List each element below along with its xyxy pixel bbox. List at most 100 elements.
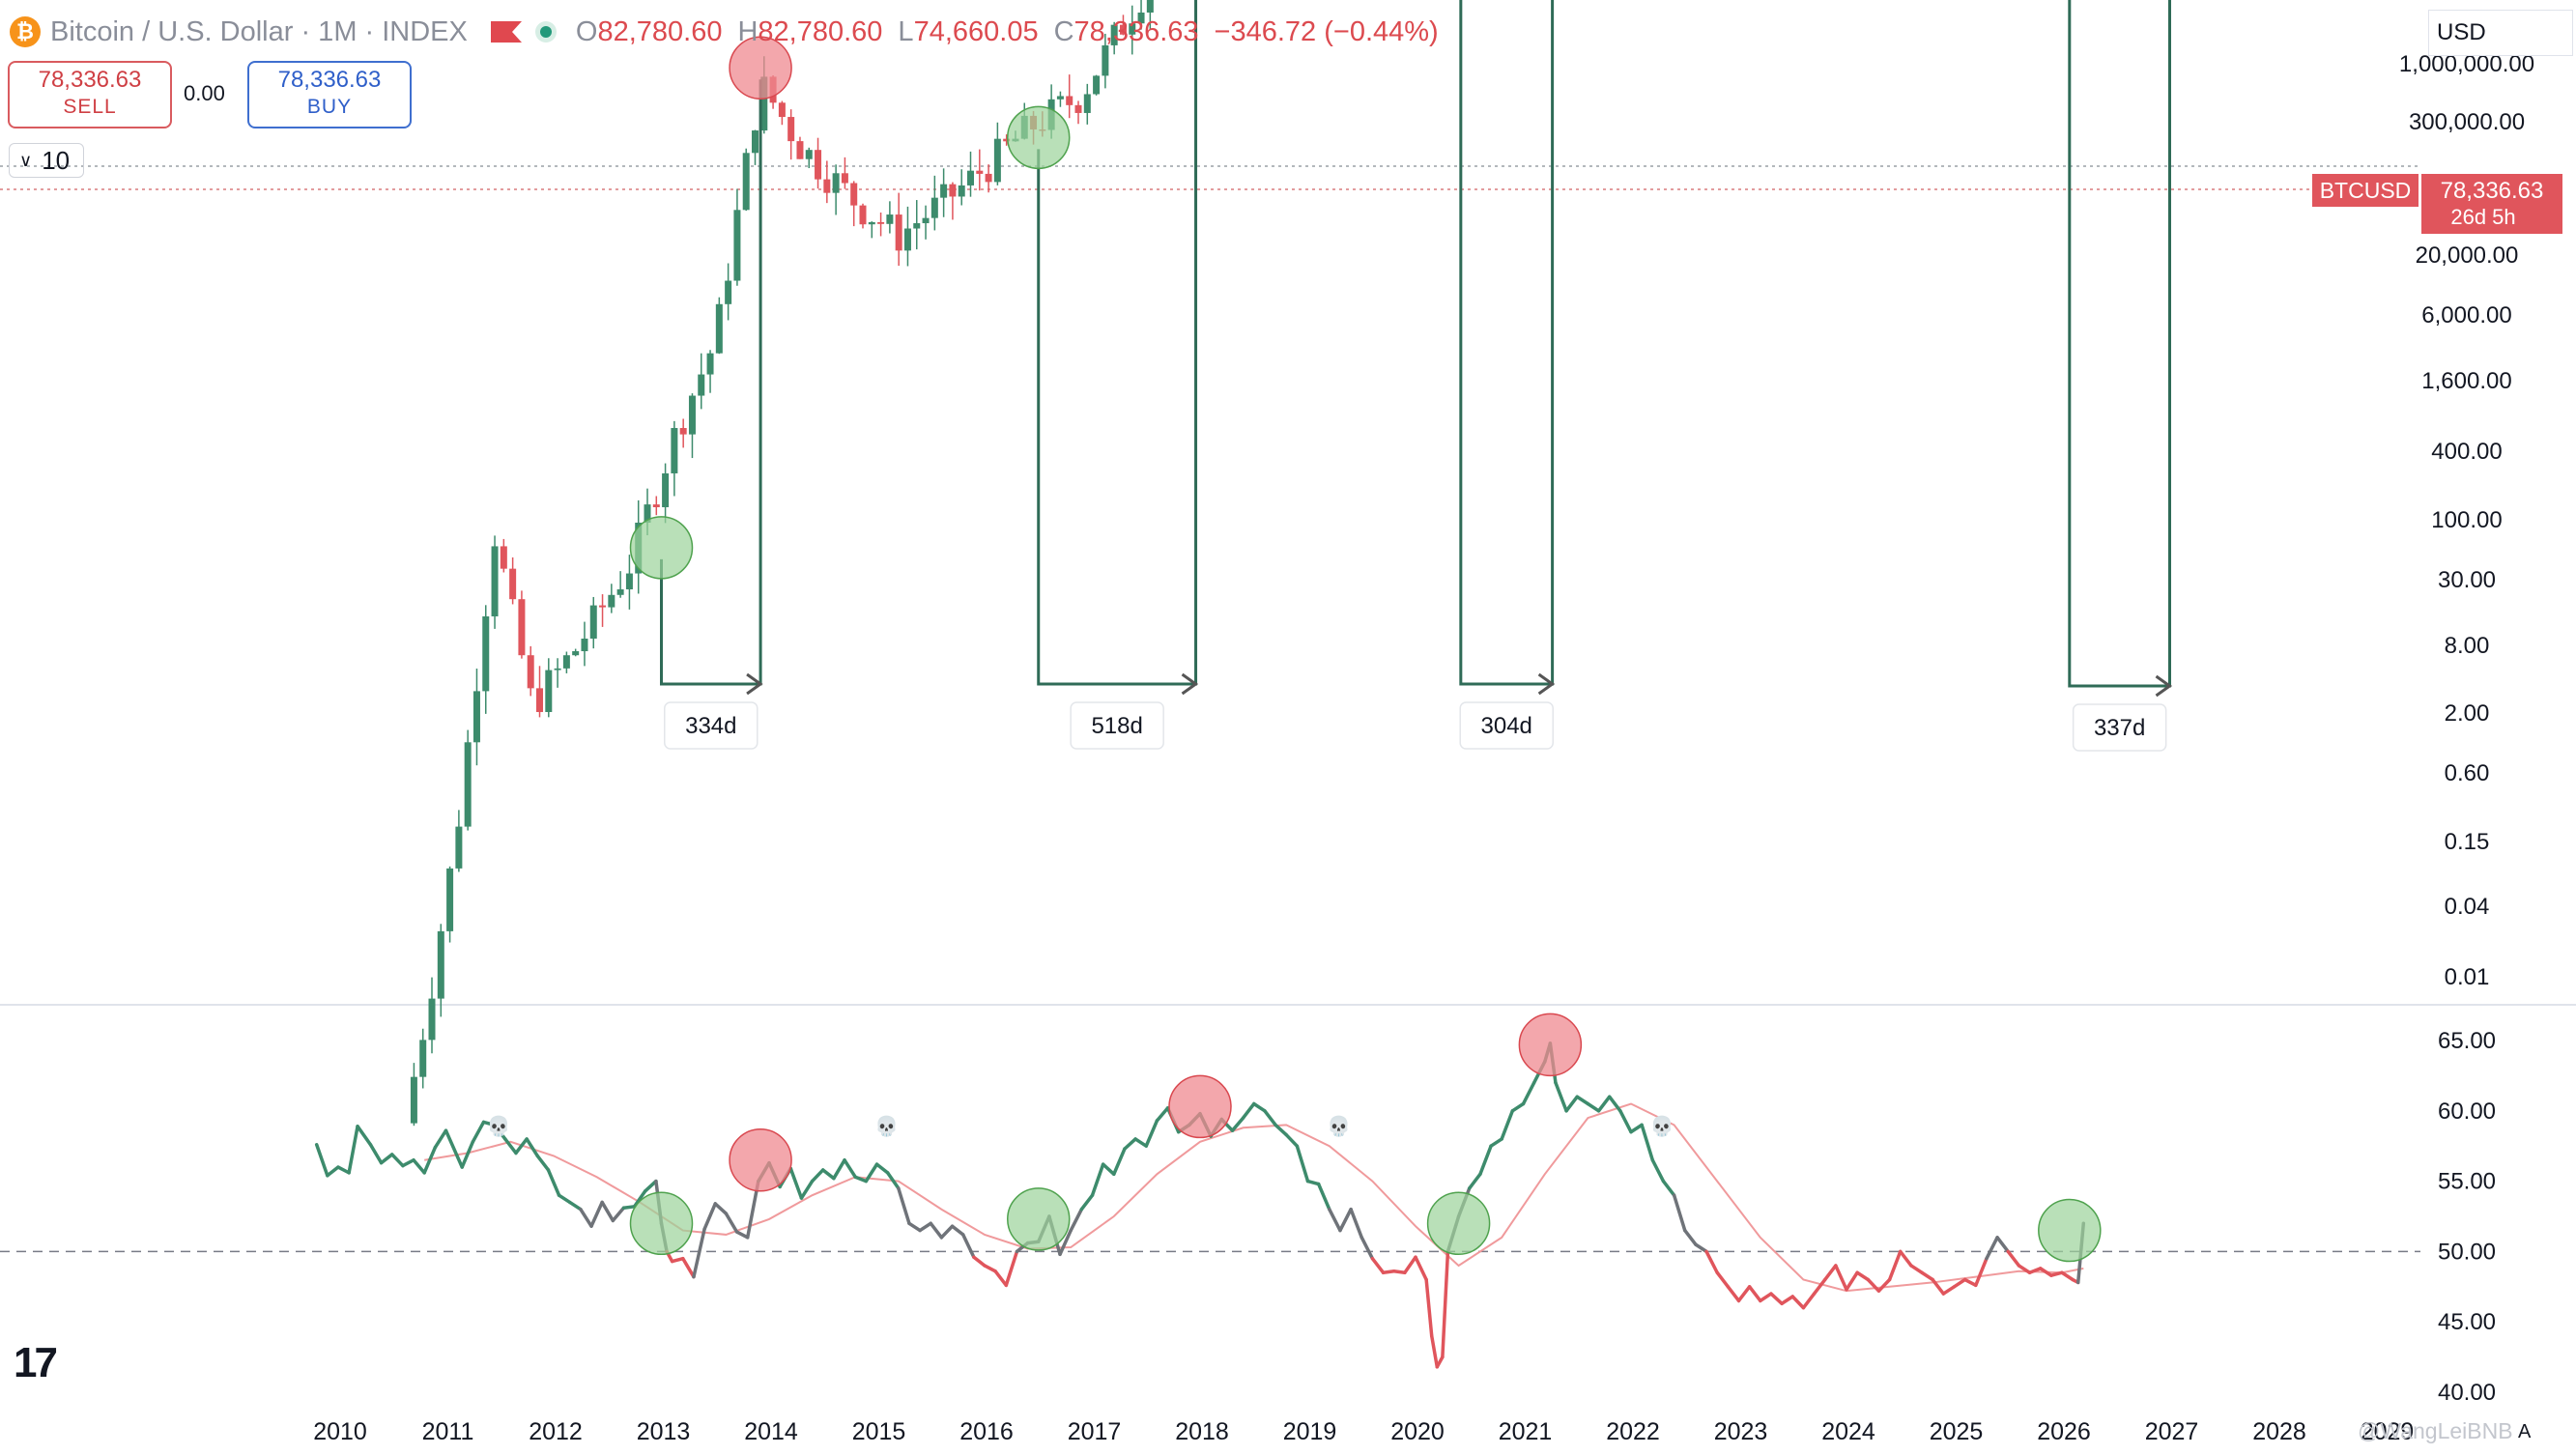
candle-body — [472, 691, 480, 743]
time-tick-label: 2029 — [2361, 1418, 2415, 1445]
symbol-tag — [2312, 174, 2419, 207]
rsi-line-segment — [1650, 1158, 1666, 1184]
flag-icon[interactable] — [490, 21, 522, 43]
candle-body — [815, 150, 822, 180]
indicators-toggle[interactable]: ∨ 10 — [9, 143, 84, 178]
measure-bracket — [1037, 0, 1198, 686]
rsi-line-segment — [983, 1264, 997, 1273]
rsi-axis: 65.00 60.00 55.00 50.00 45.00 40.00 — [2438, 1028, 2496, 1406]
candle-body — [850, 183, 858, 206]
candle-body — [464, 742, 472, 827]
time-tick-label: 2020 — [1390, 1418, 1445, 1445]
rsi-line-segment — [843, 1158, 857, 1179]
buy-button[interactable]: 78,336.63 BUY — [247, 61, 412, 128]
rsi-line-segment — [1241, 1101, 1256, 1120]
price-tick-label: 400.00 — [2431, 439, 2502, 465]
symbol-title[interactable]: Bitcoin / U.S. Dollar · 1M · INDEX — [50, 15, 468, 47]
candle-body — [805, 150, 813, 159]
bitcoin-icon: ₿ — [10, 16, 41, 47]
rsi-line-segment — [379, 1153, 394, 1165]
rsi-line-segment — [1672, 1193, 1687, 1233]
rsi-low-marker — [2038, 1198, 2102, 1263]
time-tick-label: 2022 — [1606, 1418, 1660, 1445]
rsi-line-segment — [1974, 1256, 1989, 1288]
rsi-line-segment — [2017, 1264, 2032, 1274]
rsi-line-segment — [1640, 1123, 1655, 1162]
sell-button[interactable]: 78,336.63 SELL — [8, 61, 172, 128]
rsi-line-segment — [1521, 1080, 1536, 1106]
rsi-line-segment — [1607, 1095, 1622, 1113]
rsi-tick-label: 45.00 — [2438, 1309, 2496, 1335]
measure-label-box — [1459, 701, 1554, 750]
rsi-line-segment — [702, 1202, 717, 1231]
rsi-line-segment — [1133, 1137, 1148, 1148]
market-status-icon[interactable] — [534, 21, 557, 43]
rsi-line-segment — [1004, 1249, 1019, 1288]
rsi-tick-label: 50.00 — [2438, 1239, 2496, 1265]
candle-body — [725, 280, 732, 304]
bar-countdown: 26d 5h — [2450, 205, 2515, 229]
candle-body — [1119, 24, 1127, 35]
rsi-line-segment — [724, 1212, 739, 1234]
rsi-line-segment — [1759, 1292, 1773, 1303]
candle-body — [742, 153, 750, 211]
price-tick-label: 0.15 — [2445, 829, 2490, 855]
rsi-line-segment — [1704, 1249, 1719, 1274]
candle-body — [455, 826, 463, 869]
price-tick-label: 20,000.00 — [2416, 242, 2519, 269]
candle-body — [572, 651, 580, 656]
candle-body — [1137, 12, 1145, 24]
last-price-value: 78,336.63 — [2441, 178, 2544, 204]
rsi-line-segment — [1370, 1256, 1386, 1274]
measure-label: 334d — [685, 713, 736, 739]
price-tick-label: 0.04 — [2445, 894, 2490, 920]
rsi-line-segment — [972, 1255, 987, 1268]
candle-body — [545, 670, 553, 712]
rsi-line-segment — [1834, 1264, 1848, 1292]
rsi-line-segment — [567, 1200, 583, 1212]
rsi-line-segment — [1747, 1285, 1762, 1303]
rsi-line-segment — [1822, 1264, 1838, 1282]
candle-body — [1074, 104, 1082, 113]
candle-body — [1129, 23, 1136, 35]
rsi-line-segment — [471, 1120, 486, 1144]
rsi-line-segment — [864, 1162, 879, 1184]
candle-body — [1083, 94, 1091, 113]
rsi-line-segment — [1801, 1292, 1817, 1310]
rsi-line-segment — [1230, 1116, 1245, 1132]
rsi-line-segment — [1790, 1295, 1806, 1310]
rsi-line-segment — [621, 1205, 637, 1211]
rsi-line-segment — [600, 1200, 615, 1223]
currency-select[interactable]: USD — [2428, 10, 2573, 56]
measure-label: 304d — [1481, 713, 1532, 739]
rsi-line-segment — [1866, 1277, 1881, 1293]
time-tick-label: 2011 — [422, 1418, 474, 1445]
last-price-tag — [2421, 174, 2562, 234]
rsi-line-segment — [1112, 1147, 1127, 1177]
candle-body — [652, 504, 660, 507]
candle-body — [679, 428, 687, 435]
measure-label: 518d — [1091, 713, 1142, 739]
rsi-line-segment — [1985, 1236, 1999, 1261]
rsi-line-segment — [368, 1142, 384, 1165]
candle-body — [752, 130, 759, 154]
skull-icon: 💀 — [1650, 1114, 1674, 1137]
rsi-line-segment — [1909, 1264, 1924, 1274]
rsi-line-segment — [1596, 1095, 1612, 1113]
time-tick-label: 2015 — [852, 1418, 906, 1445]
price-tick-label: 100.00 — [2431, 507, 2502, 533]
candle-body — [930, 197, 938, 218]
buy-price: 78,336.63 — [277, 67, 382, 93]
candle-body — [940, 184, 948, 198]
rsi-line-segment — [412, 1158, 426, 1175]
indicators-count: 10 — [42, 145, 71, 175]
candle-body — [482, 615, 490, 692]
rsi-line-segment — [1468, 1172, 1482, 1190]
rsi-line-segment — [832, 1158, 846, 1181]
rsi-line-segment — [1812, 1277, 1827, 1296]
rsi-line-segment — [874, 1162, 890, 1175]
rsi-line-segment — [1349, 1207, 1363, 1240]
candle-body — [509, 568, 517, 600]
candle-body — [993, 138, 1001, 183]
